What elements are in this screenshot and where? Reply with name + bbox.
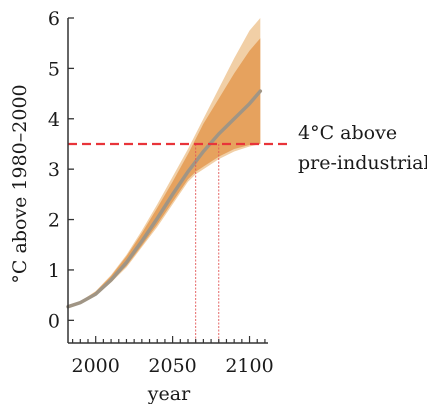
labels: year °C above 1980–2000 4°C above pre-in… [9, 84, 427, 404]
threshold-label-line2: pre-industrial [298, 152, 427, 174]
y-tick-label-6: 6 [48, 8, 60, 30]
y-tick-label-1: 1 [48, 260, 60, 282]
x-tick-label-2100: 2100 [225, 355, 273, 377]
x-tick-label-2000: 2000 [72, 355, 120, 377]
uncertainty-bands [68, 18, 261, 308]
crossing-guides [195, 143, 220, 343]
inner-range-band [68, 38, 261, 308]
y-tick-label-4: 4 [48, 109, 60, 131]
y-tick-label-2: 2 [48, 210, 60, 232]
axes: 0 1 2 3 4 5 6 2000 2050 2100 [48, 8, 274, 377]
median-line-group [66, 89, 263, 309]
x-axis-title: year [147, 383, 191, 404]
median-line [66, 89, 263, 309]
y-tick-label-0: 0 [48, 310, 60, 332]
threshold-label-line1: 4°C above [298, 122, 397, 144]
outer-range-band [68, 18, 261, 308]
y-tick-label-3: 3 [48, 159, 60, 181]
y-axis-title: °C above 1980–2000 [9, 84, 31, 283]
y-tick-label-5: 5 [48, 58, 60, 80]
x-tick-label-2050: 2050 [148, 355, 196, 377]
